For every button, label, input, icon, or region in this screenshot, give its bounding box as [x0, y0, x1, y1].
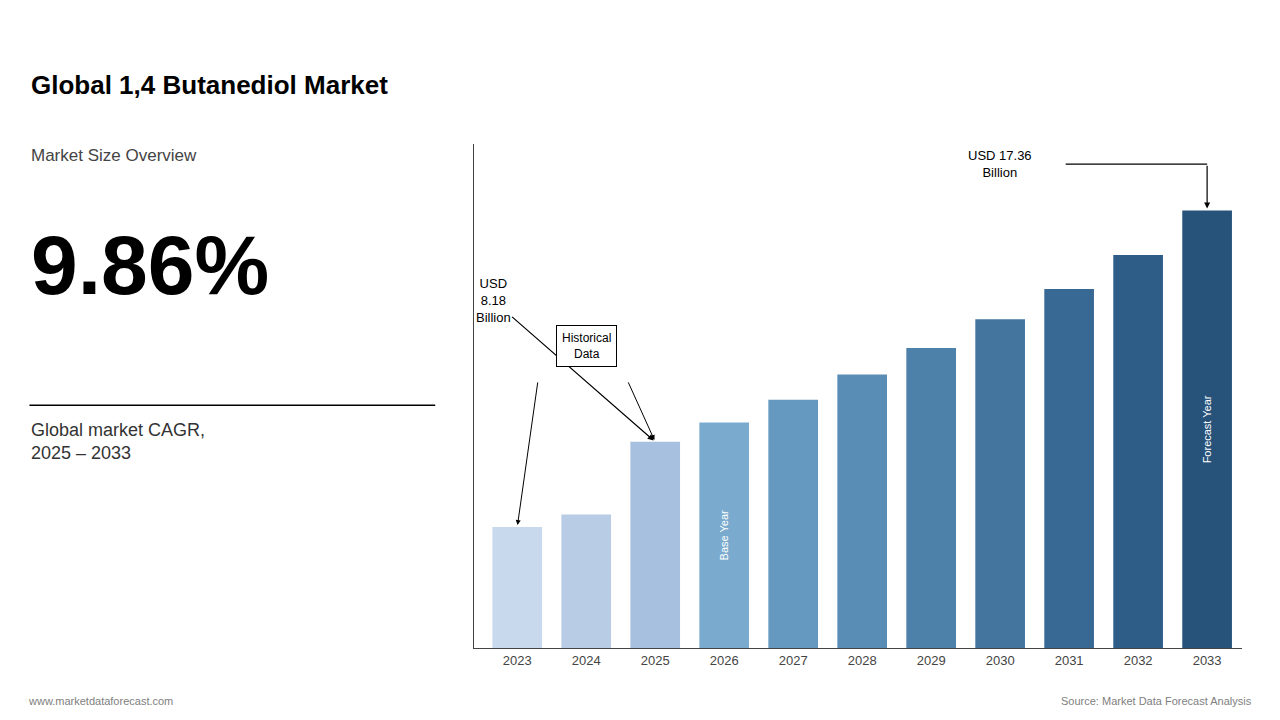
- svg-text:Market Size Overview: Market Size Overview: [31, 146, 197, 165]
- svg-text:www.marketdataforecast.com: www.marketdataforecast.com: [28, 695, 173, 707]
- svg-text:USD 17.36Billion: USD 17.36Billion: [968, 148, 1032, 180]
- svg-text:2023: 2023: [503, 653, 532, 668]
- svg-text:2026: 2026: [710, 653, 739, 668]
- svg-text:Source: Market Data Forecast A: Source: Market Data Forecast Analysis: [1061, 695, 1252, 707]
- svg-text:USD8.18Billion: USD8.18Billion: [476, 276, 511, 325]
- svg-text:Global 1,4 Butanediol Market: Global 1,4 Butanediol Market: [31, 70, 388, 100]
- svg-text:Forecast Year: Forecast Year: [1201, 395, 1213, 463]
- svg-text:2033: 2033: [1193, 653, 1222, 668]
- svg-text:2031: 2031: [1055, 653, 1084, 668]
- svg-text:2027: 2027: [779, 653, 808, 668]
- svg-text:2024: 2024: [572, 653, 601, 668]
- svg-text:2025: 2025: [641, 653, 670, 668]
- svg-text:2029: 2029: [917, 653, 946, 668]
- svg-text:9.86%: 9.86%: [31, 218, 269, 312]
- svg-text:Global market CAGR,2025 – 2033: Global market CAGR,2025 – 2033: [31, 420, 205, 463]
- svg-text:HistoricalData: HistoricalData: [562, 331, 611, 361]
- svg-text:Base Year: Base Year: [718, 510, 730, 560]
- svg-text:2032: 2032: [1124, 653, 1153, 668]
- svg-text:2028: 2028: [848, 653, 877, 668]
- svg-text:2030: 2030: [986, 653, 1015, 668]
